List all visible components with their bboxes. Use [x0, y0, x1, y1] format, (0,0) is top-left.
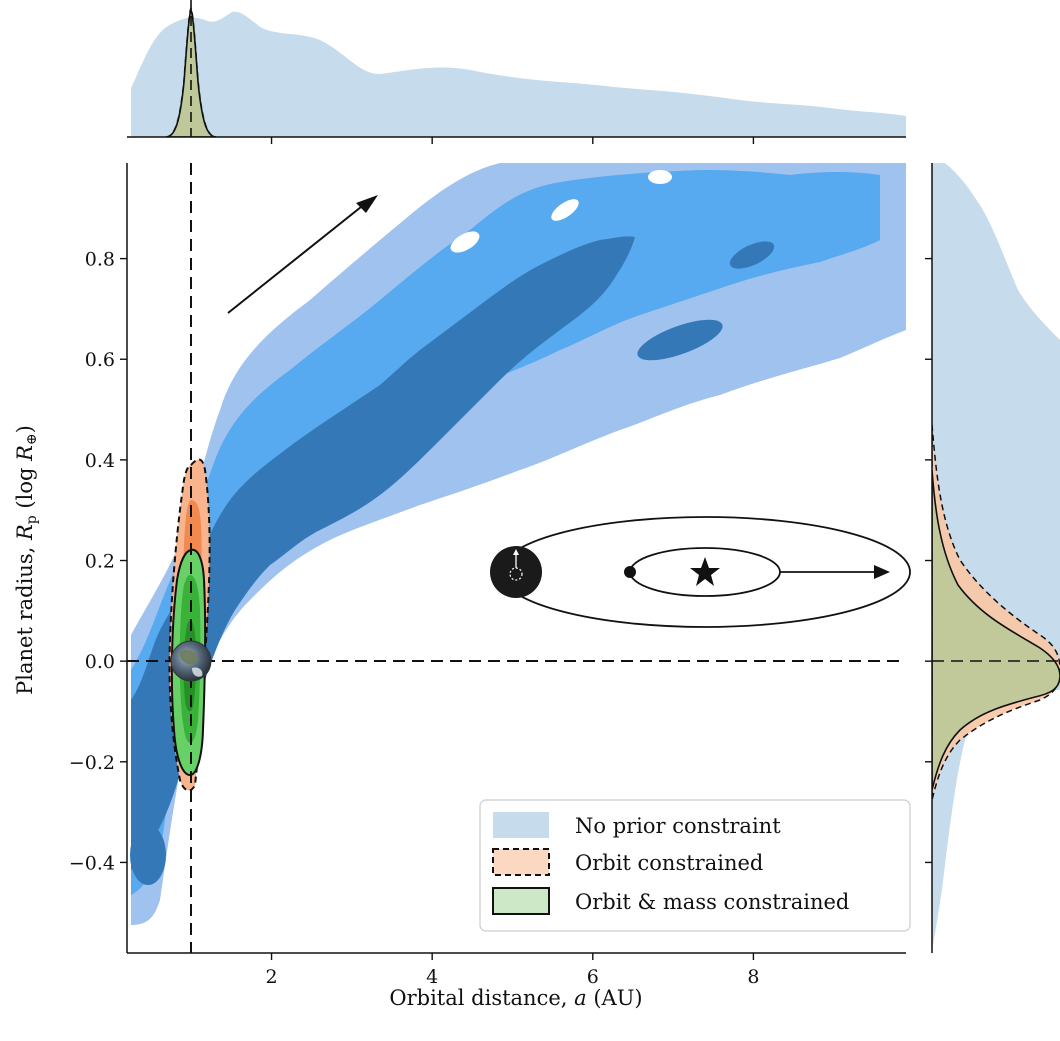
y-tick-label: 0.8	[85, 249, 115, 271]
legend-swatch-no-prior	[493, 812, 549, 838]
top-marginal-ticks	[270, 137, 755, 144]
legend-label-orbit-mass: Orbit & mass constrained	[575, 890, 849, 914]
legend-swatch-orbit-mass	[492, 887, 550, 915]
right-marginal-no-prior	[932, 163, 1060, 950]
y-tick-label: 0.0	[85, 651, 115, 673]
x-tick-label: 8	[747, 966, 759, 988]
legend-frame	[479, 799, 911, 932]
legend: No prior constraint Orbit constrained Or…	[479, 799, 911, 932]
earth-marker	[170, 640, 212, 682]
top-marginal	[131, 0, 906, 137]
legend-label-no-prior: No prior constraint	[575, 814, 781, 838]
x-axis-label: Orbital distance, a (AU)	[389, 986, 642, 1010]
inner-planet	[624, 566, 636, 578]
legend-swatch-orbit	[492, 848, 550, 876]
x-tick-label: 6	[587, 966, 599, 988]
no-prior-inner-island	[637, 319, 723, 361]
y-tick-label: −0.2	[69, 752, 115, 774]
y-tick-label: 0.4	[85, 450, 115, 472]
orbit-inset	[490, 516, 911, 628]
star-icon	[690, 557, 720, 586]
y-axis-label: Planet radius, Rp (log R⊕)	[13, 425, 40, 695]
y-tick-label: 0.2	[85, 551, 115, 573]
right-marginal	[932, 163, 1060, 950]
contour-hole	[450, 231, 480, 253]
no-prior-contour-inner	[131, 236, 635, 870]
outer-planet	[490, 546, 542, 598]
no-prior-inner-island	[729, 241, 775, 269]
trend-arrow	[227, 195, 378, 314]
outer-planet-inner-ring	[509, 567, 523, 581]
no-prior-inner-island	[130, 825, 166, 885]
legend-label-orbit: Orbit constrained	[575, 851, 763, 875]
y-tick-label: −0.4	[69, 852, 115, 874]
right-marginal-ticks	[925, 257, 932, 864]
contour-hole	[648, 170, 672, 184]
top-marginal-no-prior	[131, 11, 906, 137]
main-plot	[127, 163, 906, 953]
x-tick-label: 2	[266, 966, 278, 988]
y-tick-label: 0.6	[85, 349, 115, 371]
x-tick-label: 4	[426, 966, 438, 988]
no-prior-contour-middle	[131, 170, 880, 895]
contour-hole	[551, 199, 579, 221]
main-axis-ticks: 2 4 6 8 −0.4 −0.2 0.0 0.2 0.4 0.6 0.8	[69, 249, 760, 988]
